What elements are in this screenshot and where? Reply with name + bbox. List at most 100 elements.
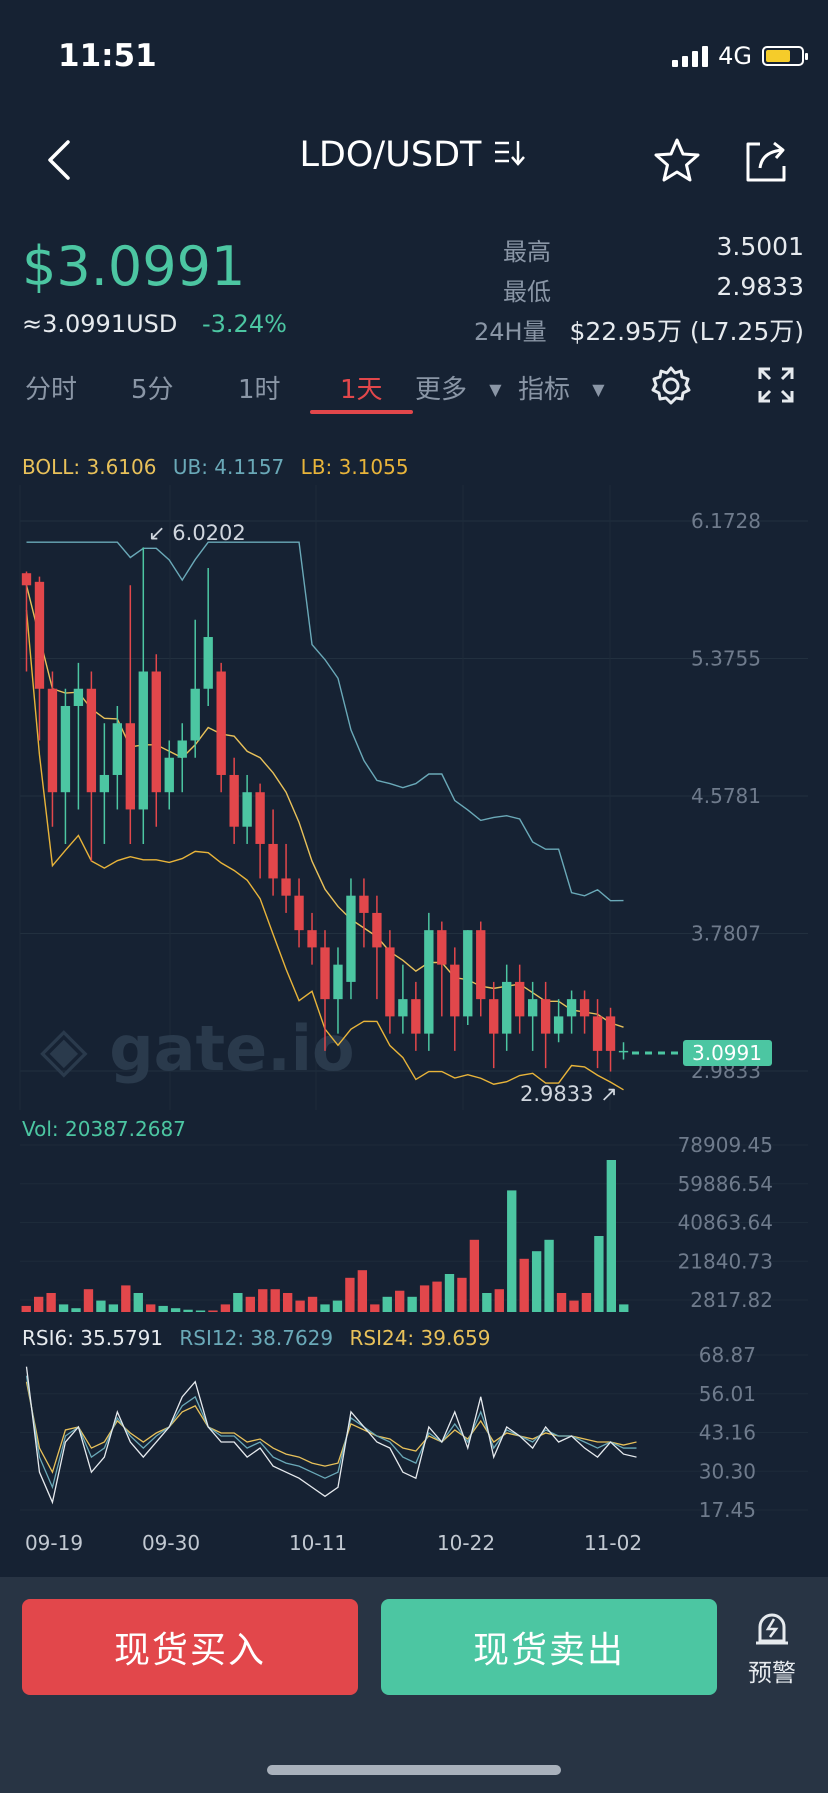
volume-bar <box>183 1309 193 1312</box>
tab-indicators[interactable]: 指标 ▼ <box>518 369 605 406</box>
tab-more-label: 更多 <box>415 375 468 405</box>
pair-title[interactable]: LDO/USDT <box>0 135 828 175</box>
candle <box>553 999 564 1043</box>
volume-bar <box>233 1293 243 1312</box>
candle <box>242 774 252 844</box>
volume-bar <box>345 1277 355 1312</box>
spot-buy-button[interactable]: 现货买入 <box>22 1599 358 1695</box>
volume-bar <box>581 1293 592 1312</box>
lb-value: LB: 3.1055 <box>300 455 409 479</box>
candle <box>73 662 84 810</box>
tab-5min[interactable]: 5分 <box>131 375 174 405</box>
candle <box>566 990 577 1034</box>
candle <box>372 895 382 1000</box>
rsi12-line <box>25 1375 637 1490</box>
candle <box>112 705 123 810</box>
candle <box>605 1007 616 1072</box>
share-icon[interactable] <box>740 136 790 186</box>
candle <box>294 878 304 948</box>
volume-axis-label: 59886.54 <box>678 1172 773 1196</box>
candle <box>60 688 71 844</box>
status-time: 11:51 <box>58 38 157 74</box>
volume-bar <box>544 1239 554 1312</box>
volume-bar <box>395 1290 405 1312</box>
volume-bar <box>419 1285 430 1312</box>
watermark: ◈ gate.io <box>40 1012 355 1085</box>
candle <box>34 576 45 741</box>
price-axis-label: 3.7807 <box>691 922 761 946</box>
alert-label: 预警 <box>748 1659 796 1687</box>
volume-bar <box>208 1310 218 1312</box>
volume-bar <box>158 1305 168 1312</box>
rsi24-line <box>25 1381 637 1474</box>
candle <box>333 947 343 1034</box>
tab-1hour[interactable]: 1时 <box>238 375 281 405</box>
volume-bar <box>21 1305 31 1312</box>
watermark-logo-icon: ◈ <box>40 1012 88 1085</box>
current-price-tag <box>683 1040 772 1066</box>
candle <box>450 947 460 1051</box>
candle <box>489 981 499 1069</box>
volume-bar <box>482 1293 492 1312</box>
volume-value: $22.95万 (L7.25万) <box>569 317 804 346</box>
low-label: 最低 <box>503 278 551 306</box>
candle <box>151 654 161 827</box>
volume-bar <box>195 1310 206 1312</box>
volume-bar <box>320 1304 330 1312</box>
back-icon[interactable] <box>44 138 74 182</box>
tab-more[interactable]: 更多 ▼ <box>415 369 502 406</box>
volume-bar <box>245 1296 255 1312</box>
candle <box>346 878 356 1000</box>
favorite-star-icon[interactable] <box>652 136 702 186</box>
volume-chart[interactable]: 78909.45 59886.54 40863.64 21840.73 2817.82 <box>0 1110 828 1320</box>
tab-1day[interactable]: 1天 <box>340 375 383 405</box>
price-axis-label: 5.3755 <box>691 647 761 671</box>
candle <box>424 912 434 1051</box>
high-label: 最高 <box>503 238 551 266</box>
volume-bar <box>295 1300 305 1312</box>
volume-bar <box>444 1274 455 1312</box>
candle <box>190 619 200 758</box>
rsi-axis-label: 30.30 <box>699 1459 756 1483</box>
price-axis-label: 6.1728 <box>691 509 761 533</box>
candlestick-chart[interactable]: ◈ gate.io 6.1728 5.3755 4.5781 3.7807 2.9833… <box>0 485 828 1110</box>
spot-sell-button[interactable]: 现货卖出 <box>381 1599 717 1695</box>
volume-bar <box>133 1293 143 1312</box>
candle <box>515 964 525 1034</box>
candle <box>411 981 421 1051</box>
rsi-axis-label: 17.45 <box>699 1498 756 1522</box>
boll-upper-band <box>26 541 624 902</box>
volume-bar <box>494 1289 504 1312</box>
interval-tabs: 分时 5分 1时 1天 更多 ▼ 指标 ▼ <box>0 365 828 415</box>
tab-timeline[interactable]: 分时 <box>25 375 78 405</box>
volume-bar <box>46 1293 56 1312</box>
candle <box>47 671 58 827</box>
more-dropdown-icon: ▼ <box>489 380 502 399</box>
candle <box>463 930 473 1026</box>
home-indicator <box>267 1765 561 1775</box>
volume-axis-label: 40863.64 <box>678 1211 773 1235</box>
price-alert-button[interactable]: 预警 <box>742 1607 802 1688</box>
volume-bar <box>531 1251 542 1312</box>
volume-bar <box>432 1281 442 1312</box>
candle <box>307 912 317 965</box>
min-annotation: 2.9833 ↗ <box>520 1082 618 1106</box>
alert-bell-icon <box>756 1613 788 1645</box>
rsi24-value: RSI24: 39.659 <box>349 1326 491 1350</box>
rsi-axis-label: 56.01 <box>699 1382 756 1406</box>
volume-bar <box>469 1239 480 1312</box>
volume-bar <box>507 1190 517 1312</box>
candle <box>177 723 187 793</box>
volume-bar <box>569 1300 579 1312</box>
candle <box>359 878 369 948</box>
indicators-dropdown-icon: ▼ <box>592 380 605 399</box>
x-axis-label: 09-30 <box>142 1531 200 1555</box>
volume-axis-label: 2817.82 <box>690 1288 773 1312</box>
candle <box>579 990 590 1034</box>
volume-label: 24H量 <box>474 318 547 346</box>
volume-axis-label: 21840.73 <box>678 1249 773 1273</box>
settings-gear-icon[interactable] <box>650 365 692 407</box>
bottom-action-bar: 现货买入 现货卖出 预警 <box>0 1577 828 1793</box>
rsi-chart[interactable]: 68.87 56.01 43.16 30.30 17.45 09-19 09-30 10-1… <box>0 1320 828 1580</box>
fullscreen-icon[interactable] <box>758 367 794 403</box>
